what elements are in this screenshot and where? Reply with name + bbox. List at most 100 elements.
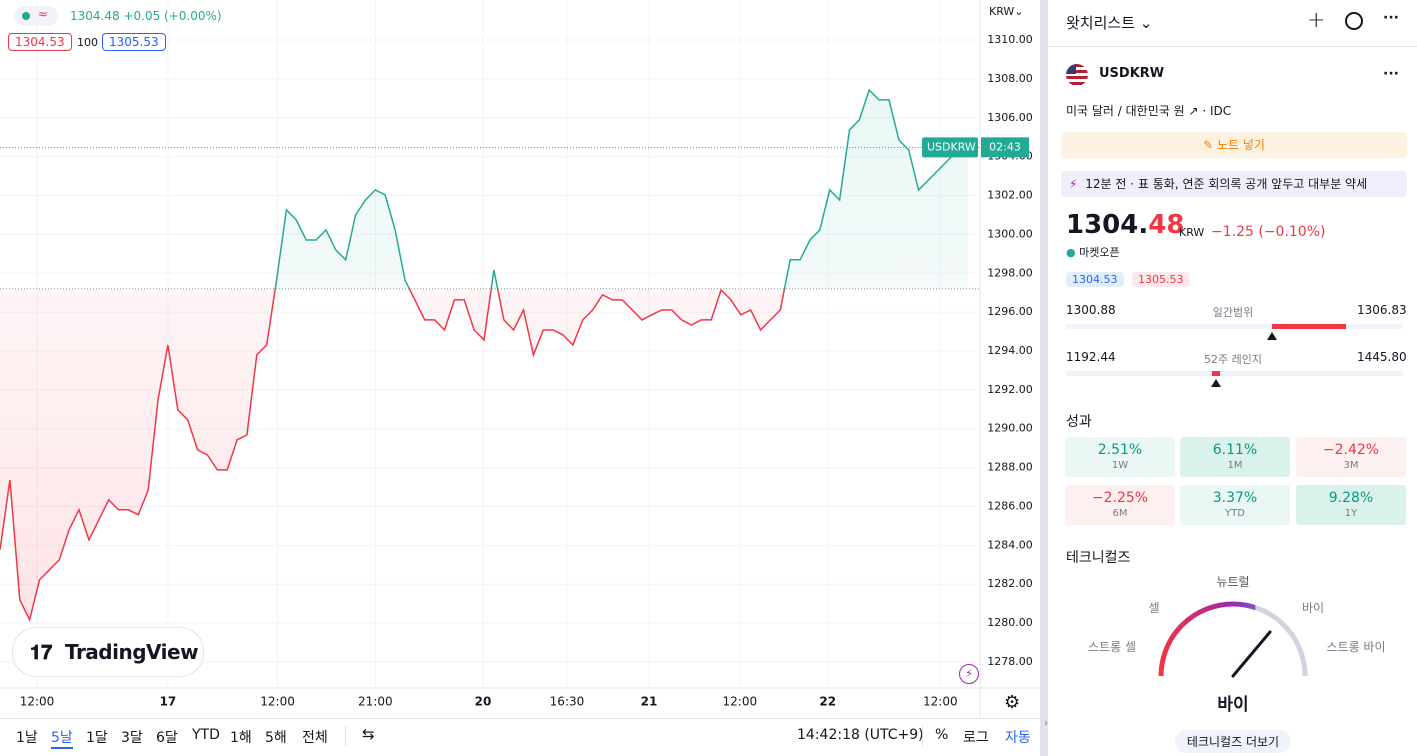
y-tick-label: 1308.00 [987, 72, 1033, 85]
price-currency: KRW [1179, 226, 1205, 239]
performance-value: 2.51% [1097, 442, 1143, 458]
settings-icon[interactable]: ⚙ [1004, 692, 1021, 713]
range-button[interactable]: 전체 [302, 730, 328, 746]
range-button[interactable]: 5날 [51, 727, 73, 749]
y-tick-label: 1288.00 [987, 461, 1033, 474]
area-fill [0, 90, 968, 620]
range-marker [1211, 379, 1221, 387]
performance-cell: 3.37% YTD [1180, 485, 1290, 525]
chart-icon[interactable] [1345, 12, 1363, 30]
range-button[interactable]: 5해 [265, 730, 287, 746]
range-track [1066, 371, 1403, 376]
more-icon[interactable]: ··· [1383, 10, 1399, 26]
x-tick-label: 20 [475, 695, 492, 709]
flag-icon [1066, 64, 1088, 86]
description: 미국 달러 / 대한민국 원 [1066, 104, 1185, 118]
auto-toggle[interactable]: 자동 [1005, 730, 1031, 746]
performance-value: −2.25% [1091, 490, 1149, 506]
performance-period: 3M [1343, 460, 1359, 471]
status-dot [22, 12, 30, 20]
watchlist-title[interactable]: 왓치리스트 ⌄ [1066, 14, 1153, 32]
status-icon: ≈ [38, 7, 49, 21]
y-tick-label: 1300.00 [987, 227, 1033, 240]
performance-title: 성과 [1066, 414, 1092, 430]
y-tick-label: 1282.00 [987, 577, 1033, 590]
technicals-title: 테크니컬즈 [1066, 550, 1131, 566]
y-tick-label: 1296.00 [987, 305, 1033, 318]
x-tick-label: 12:00 [723, 695, 758, 709]
range-low: 1192.44 [1066, 350, 1116, 364]
performance-cell: 9.28% 1Y [1296, 485, 1406, 525]
news-time: 12분 전 [1085, 177, 1127, 191]
logo[interactable]: 𝟏𝟕 TradingView [12, 627, 204, 677]
currency-select[interactable]: KRW⌄ [989, 5, 1024, 18]
y-tick-label: 1306.00 [987, 111, 1033, 124]
log-toggle[interactable]: 로그 [963, 730, 989, 746]
ticker[interactable]: USDKRW [1099, 66, 1165, 81]
performance-period: 1W [1111, 460, 1129, 471]
range-button[interactable]: 3달 [121, 730, 143, 746]
performance-period: YTD [1225, 508, 1245, 519]
separator [922, 726, 923, 746]
price-tag [981, 137, 1029, 158]
range-label: 일간범위 [1212, 306, 1254, 319]
x-tick-label: 12:00 [20, 695, 55, 709]
logo-text: TradingView [65, 640, 199, 664]
ask-box[interactable]: 1305.53 [102, 33, 166, 51]
gauge-label: 뉴트럴 [1216, 575, 1250, 589]
news-text: 표 통화, 연준 회의록 공개 앞두고 대부분 약세 [1137, 177, 1368, 191]
gauge-label: 스트롱 셀 [1088, 640, 1136, 654]
y-tick-label: 1284.00 [987, 538, 1033, 551]
range-button[interactable]: 1날 [16, 730, 38, 746]
bid-box[interactable]: 1304.53 [8, 33, 72, 51]
technicals-more[interactable]: 테크니컬즈 더보기 [1174, 730, 1292, 753]
more-icon[interactable]: ··· [1383, 66, 1399, 82]
range-button[interactable]: 6달 [156, 730, 178, 746]
y-tick-label: 1294.00 [987, 344, 1033, 357]
technicals-gauge [1158, 601, 1308, 678]
y-tick-label: 1292.00 [987, 383, 1033, 396]
range-fill [1272, 324, 1346, 329]
gauge-needle [1231, 630, 1272, 678]
range-high: 1445.80 [1357, 350, 1407, 364]
performance-value: 3.37% [1212, 490, 1258, 506]
news-flash-icon[interactable]: ⚡ [959, 664, 979, 684]
panel-divider [1040, 0, 1048, 756]
price-change: −1.25 (−0.10%) [1211, 224, 1326, 240]
currency: KRW [989, 5, 1015, 18]
range-button[interactable]: 1달 [86, 730, 108, 746]
note-button-text: 노트 넣기 [1216, 138, 1265, 152]
range-button[interactable]: YTD [192, 727, 220, 743]
x-tick-label: 22 [819, 695, 836, 709]
price-line [0, 88, 969, 622]
price-dec: 48 [1148, 210, 1185, 240]
symbol-tag-text: USDKRW [927, 140, 976, 153]
y-tick-label: 1302.00 [987, 189, 1033, 202]
x-tick-label: 21:00 [358, 695, 393, 709]
performance-period: 1M [1227, 460, 1243, 471]
collapse-handle[interactable]: › [1044, 718, 1048, 729]
performance-value: 6.11% [1212, 442, 1258, 458]
range-label: 52주 레인지 [1204, 353, 1262, 366]
source: IDC [1209, 104, 1232, 118]
note-button[interactable]: ✎ 노트 넣기 [1061, 132, 1407, 158]
news-item[interactable]: ⚡ 12분 전 · 표 통화, 연준 회의록 공개 앞두고 대부분 약세 [1061, 171, 1407, 197]
percent-toggle[interactable]: % [935, 727, 949, 743]
date-range-icon[interactable]: ⇆ [362, 725, 375, 743]
range-low: 1300.88 [1066, 303, 1116, 317]
y-tick-label: 1290.00 [987, 422, 1033, 435]
legend-change: +0.05 (+0.00%) [123, 9, 222, 23]
ask-pill: 1305.53 [1132, 272, 1190, 287]
x-tick-label: 12:00 [260, 695, 295, 709]
separator [345, 726, 346, 746]
status-badge[interactable]: ≈ [14, 6, 58, 26]
range-button[interactable]: 1해 [230, 730, 252, 746]
performance-period: 1Y [1344, 508, 1358, 519]
logo-icon: 𝟏𝟕 [30, 640, 53, 664]
add-icon[interactable]: + [1307, 8, 1326, 33]
y-tick-label: 1286.00 [987, 499, 1033, 512]
panel-border [1048, 46, 1417, 47]
performance-cell: 6.11% 1M [1180, 437, 1290, 477]
performance-cell: −2.25% 6M [1065, 485, 1175, 525]
clock: 14:42:18 (UTC+9) [797, 727, 924, 743]
